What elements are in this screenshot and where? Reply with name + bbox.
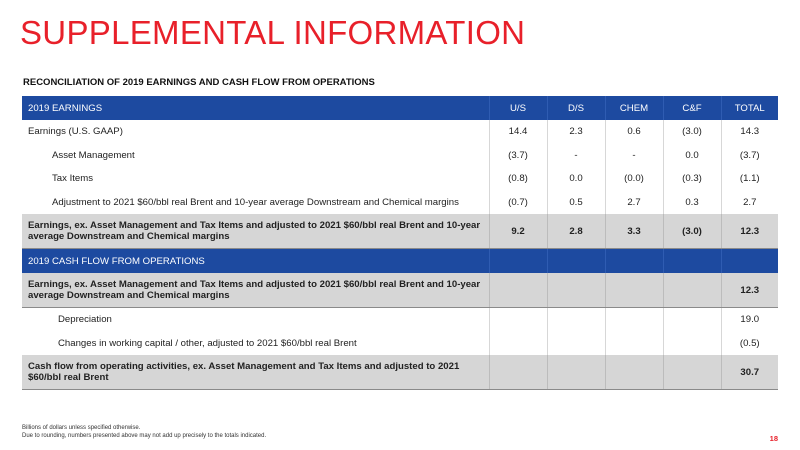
cell-us: (0.8) — [488, 167, 547, 191]
cell-total: 12.3 — [720, 273, 778, 308]
header-empty-cell — [604, 248, 663, 273]
row-label: Earnings (U.S. GAAP) — [28, 126, 123, 138]
column-header-cf: C&F — [662, 96, 721, 120]
row-label: Cash flow from operating activities, ex.… — [22, 355, 489, 390]
cell-chem: - — [604, 143, 663, 167]
cell-total: (1.1) — [720, 167, 778, 191]
cell-us: (0.7) — [488, 190, 547, 214]
cashflow-header-row: 2019 CASH FLOW FROM OPERATIONS — [22, 248, 778, 273]
cell-chem: (0.0) — [604, 167, 663, 191]
column-header-chem: CHEM — [604, 96, 663, 120]
footnote-units: Billions of dollars unless specified oth… — [22, 425, 141, 431]
column-header-total: TOTAL — [720, 96, 778, 120]
cell-total: (3.7) — [720, 143, 778, 167]
column-header-ds: D/S — [546, 96, 605, 120]
page-title: SUPPLEMENTAL INFORMATION — [20, 14, 526, 51]
cashflow-total-row: Cash flow from operating activities, ex.… — [22, 355, 778, 390]
earnings-header-row: 2019 EARNINGS U/S D/S CHEM C&F TOTAL — [22, 96, 778, 120]
cell-chem: 3.3 — [604, 214, 663, 249]
empty-cell — [662, 307, 721, 332]
cell-total: 2.7 — [720, 190, 778, 214]
empty-cell — [546, 307, 605, 332]
earnings-header-label: 2019 EARNINGS — [22, 96, 489, 120]
footnotes: Billions of dollars unless specified oth… — [22, 424, 266, 440]
table-row: Tax Items (0.8) 0.0 (0.0) (0.3) (1.1) — [22, 167, 778, 191]
cashflow-start-row: Earnings, ex. Asset Management and Tax I… — [22, 273, 778, 308]
cell-us: 14.4 — [488, 120, 547, 144]
cell-us: (3.7) — [488, 143, 547, 167]
table-row: Earnings (U.S. GAAP) 14.4 2.3 0.6 (3.0) … — [22, 120, 778, 144]
header-empty-cell — [662, 248, 721, 273]
empty-cell — [662, 331, 721, 355]
cell-ds: 2.8 — [546, 214, 605, 249]
cashflow-header-label: 2019 CASH FLOW FROM OPERATIONS — [22, 248, 489, 273]
cell-ds: 0.0 — [546, 167, 605, 191]
cell-chem: 0.6 — [604, 120, 663, 144]
table-row: Asset Management (3.7) - - 0.0 (3.7) — [22, 143, 778, 167]
row-label: Tax Items — [52, 173, 94, 185]
table-row: Changes in working capital / other, adju… — [22, 331, 778, 355]
empty-cell — [604, 273, 663, 308]
cell-cf: (3.0) — [662, 214, 721, 249]
cell-cf: 0.3 — [662, 190, 721, 214]
header-empty-cell — [488, 248, 547, 273]
cell-ds: 0.5 — [546, 190, 605, 214]
cell-ds: - — [546, 143, 605, 167]
cell-us: 9.2 — [488, 214, 547, 249]
cell-cf: 0.0 — [662, 143, 721, 167]
row-label: Asset Management — [52, 149, 135, 161]
empty-cell — [604, 307, 663, 332]
empty-cell — [662, 273, 721, 308]
cell-chem: 2.7 — [604, 190, 663, 214]
page-number: 18 — [769, 434, 778, 443]
cell-ds: 2.3 — [546, 120, 605, 144]
header-empty-cell — [720, 248, 778, 273]
row-label: Earnings, ex. Asset Management and Tax I… — [22, 214, 489, 249]
row-label: Depreciation — [58, 314, 112, 326]
cell-cf: (0.3) — [662, 167, 721, 191]
empty-cell — [604, 331, 663, 355]
empty-cell — [488, 273, 547, 308]
empty-cell — [488, 331, 547, 355]
table-row: Adjustment to 2021 $60/bbl real Brent an… — [22, 190, 778, 214]
cell-total: 19.0 — [720, 307, 778, 332]
empty-cell — [488, 355, 547, 390]
cell-total: 12.3 — [720, 214, 778, 249]
table-row: Depreciation 19.0 — [22, 307, 778, 332]
empty-cell — [546, 355, 605, 390]
empty-cell — [546, 331, 605, 355]
row-label: Adjustment to 2021 $60/bbl real Brent an… — [52, 196, 459, 208]
table-subtitle: RECONCILIATION OF 2019 EARNINGS AND CASH… — [23, 77, 375, 88]
header-empty-cell — [546, 248, 605, 273]
cell-total: (0.5) — [720, 331, 778, 355]
empty-cell — [662, 355, 721, 390]
cell-cf: (3.0) — [662, 120, 721, 144]
empty-cell — [604, 355, 663, 390]
footnote-rounding: Due to rounding, numbers presented above… — [22, 433, 267, 439]
reconciliation-table: 2019 EARNINGS U/S D/S CHEM C&F TOTAL Ear… — [22, 96, 778, 390]
row-label: Changes in working capital / other, adju… — [58, 337, 357, 349]
earnings-total-row: Earnings, ex. Asset Management and Tax I… — [22, 214, 778, 249]
column-header-us: U/S — [488, 96, 547, 120]
empty-cell — [488, 307, 547, 332]
cell-total: 14.3 — [720, 120, 778, 144]
cell-total: 30.7 — [720, 355, 778, 390]
row-label: Earnings, ex. Asset Management and Tax I… — [22, 273, 489, 308]
empty-cell — [546, 273, 605, 308]
